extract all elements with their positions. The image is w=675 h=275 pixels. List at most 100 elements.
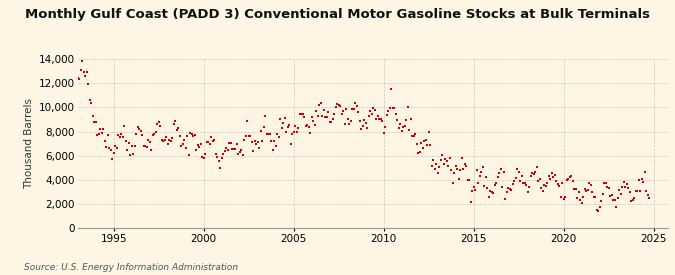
Point	[395, 122, 406, 126]
Point	[267, 147, 278, 152]
Point	[369, 108, 380, 112]
Point	[359, 118, 370, 122]
Point	[360, 120, 371, 125]
Point	[254, 146, 265, 150]
Point	[464, 178, 475, 183]
Point	[319, 108, 329, 112]
Point	[300, 123, 311, 128]
Point	[87, 114, 98, 118]
Point	[596, 199, 607, 203]
Point	[191, 148, 202, 152]
Point	[521, 183, 532, 188]
Point	[99, 139, 110, 144]
Point	[614, 187, 625, 192]
Point	[546, 171, 557, 175]
Point	[589, 194, 599, 199]
Point	[108, 150, 119, 155]
Point	[575, 197, 586, 202]
Point	[564, 175, 575, 179]
Point	[643, 193, 653, 197]
Point	[184, 153, 194, 158]
Point	[287, 132, 298, 137]
Point	[390, 112, 401, 116]
Point	[597, 191, 608, 196]
Point	[353, 110, 364, 114]
Point	[95, 126, 105, 131]
Point	[240, 134, 251, 138]
Point	[286, 141, 296, 146]
Point	[635, 189, 646, 194]
Point	[167, 136, 178, 140]
Point	[450, 163, 461, 168]
Point	[375, 117, 386, 121]
Point	[315, 101, 326, 105]
Point	[90, 119, 101, 124]
Point	[556, 195, 566, 199]
Point	[207, 139, 218, 144]
Point	[169, 119, 180, 123]
Point	[256, 139, 267, 143]
Point	[566, 174, 576, 178]
Point	[335, 103, 346, 108]
Point	[387, 106, 398, 111]
Point	[407, 134, 418, 139]
Point	[239, 138, 250, 142]
Point	[529, 172, 539, 176]
Point	[620, 185, 630, 189]
Point	[212, 155, 223, 159]
Point	[492, 175, 503, 179]
Point	[633, 178, 644, 182]
Point	[380, 125, 391, 130]
Point	[293, 125, 304, 130]
Point	[428, 158, 439, 162]
Point	[482, 186, 493, 190]
Point	[135, 129, 146, 134]
Point	[549, 173, 560, 178]
Point	[215, 166, 225, 170]
Point	[579, 187, 590, 192]
Point	[159, 138, 170, 142]
Point	[536, 185, 547, 190]
Point	[413, 151, 424, 155]
Point	[340, 121, 350, 126]
Point	[330, 105, 341, 109]
Point	[198, 156, 209, 160]
Point	[471, 168, 482, 173]
Point	[434, 165, 445, 169]
Point	[310, 108, 321, 113]
Point	[320, 115, 331, 119]
Point	[617, 185, 628, 189]
Point	[344, 122, 354, 126]
Point	[338, 109, 348, 113]
Point	[500, 196, 511, 201]
Point	[494, 170, 505, 175]
Point	[102, 133, 113, 138]
Point	[216, 156, 227, 160]
Point	[107, 156, 117, 161]
Point	[152, 122, 163, 126]
Point	[574, 190, 585, 194]
Point	[92, 133, 103, 137]
Point	[639, 170, 650, 174]
Point	[489, 183, 500, 187]
Point	[629, 196, 640, 200]
Point	[314, 102, 325, 107]
Point	[186, 132, 197, 136]
Point	[443, 164, 454, 168]
Point	[512, 166, 522, 171]
Point	[638, 180, 649, 184]
Point	[545, 177, 556, 182]
Point	[368, 106, 379, 110]
Point	[232, 142, 242, 146]
Point	[333, 103, 344, 108]
Point	[605, 194, 616, 198]
Point	[171, 128, 182, 132]
Point	[394, 126, 404, 131]
Point	[416, 141, 427, 145]
Point	[616, 192, 626, 196]
Point	[476, 170, 487, 174]
Point	[644, 196, 655, 200]
Point	[324, 120, 335, 124]
Point	[119, 124, 130, 129]
Point	[185, 131, 196, 135]
